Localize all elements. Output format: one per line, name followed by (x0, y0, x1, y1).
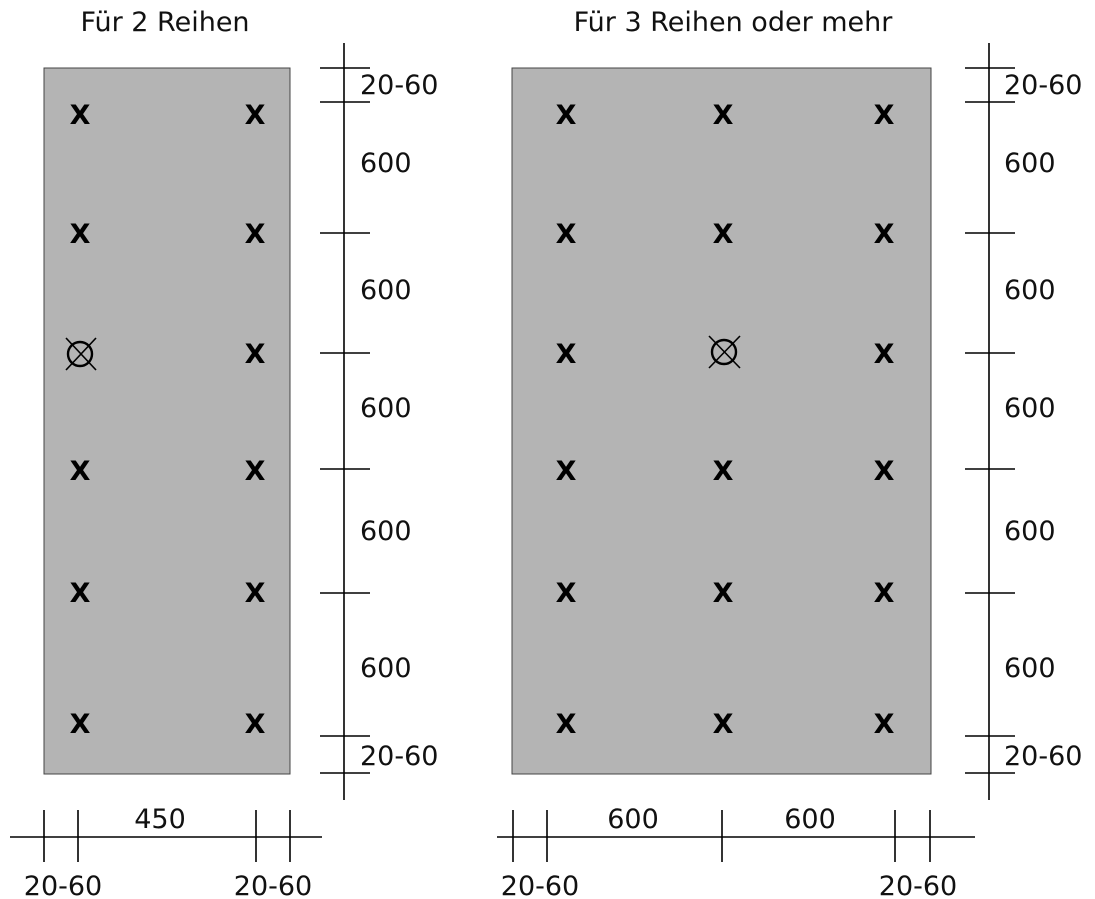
fastener-mark: X (713, 709, 734, 740)
diagram-title: Für 2 Reihen (80, 7, 249, 38)
vertical-dimension: 20-60 600 600 600 600 600 20-60 (320, 43, 438, 800)
mounting-panel (511, 67, 932, 775)
dimension-label-row-gap: 600 (360, 148, 412, 179)
fastener-mark: X (556, 709, 577, 740)
fastener-mark: X (713, 456, 734, 487)
dimension-label-right-edge: 20-60 (234, 871, 312, 899)
fastener-mark: X (874, 219, 895, 250)
dimension-label-col-gap: 600 (784, 804, 836, 835)
fastener-mark: X (245, 456, 266, 487)
circle-cross-icon (708, 335, 741, 369)
dimension-label-bottom-edge: 20-60 (1004, 741, 1082, 772)
fastener-mark: X (713, 100, 734, 131)
circle-cross-icon (65, 337, 97, 371)
fastener-mark: X (713, 578, 734, 609)
horizontal-dimension: 600 600 20-60 20-60 (497, 804, 975, 899)
fastener-mark: X (245, 100, 266, 131)
dimension-label-row-gap: 600 (1004, 275, 1056, 306)
dimension-label-left-edge: 20-60 (501, 871, 579, 899)
fastener-mark: X (556, 339, 577, 370)
fastener-mark: X (245, 339, 266, 370)
dimension-label-right-edge: 20-60 (879, 871, 957, 899)
fastener-mark: X (556, 578, 577, 609)
dimension-label-row-gap: 600 (1004, 516, 1056, 547)
dimension-label-col-gap: 600 (607, 804, 659, 835)
fastener-mark: X (874, 339, 895, 370)
fastener-marks: X X X X X X X X X X X (70, 100, 266, 740)
fastener-mark: X (245, 219, 266, 250)
diagram-title: Für 3 Reihen oder mehr (574, 7, 894, 38)
dimension-label-row-gap: 600 (360, 653, 412, 684)
fastener-mark: X (874, 578, 895, 609)
diagram-three-rows: Für 3 Reihen oder mehr X X X X X X X X X… (497, 7, 1082, 899)
vertical-dimension: 20-60 600 600 600 600 600 20-60 (965, 43, 1082, 800)
fastener-mark: X (556, 456, 577, 487)
dimension-label-row-gap: 600 (360, 516, 412, 547)
fastener-mark: X (70, 219, 91, 250)
fastener-mark: X (874, 456, 895, 487)
dimension-label-col-gap: 450 (134, 804, 186, 835)
fastener-mark: X (556, 219, 577, 250)
dimension-label-bottom-edge: 20-60 (360, 741, 438, 772)
fastener-mark: X (874, 100, 895, 131)
dimension-label-row-gap: 600 (360, 393, 412, 424)
fastener-mark: X (70, 100, 91, 131)
fastener-mark: X (874, 709, 895, 740)
horizontal-dimension: 450 20-60 20-60 (10, 804, 322, 899)
dimension-label-row-gap: 600 (360, 275, 412, 306)
dimension-label-row-gap: 600 (1004, 653, 1056, 684)
dimension-label-row-gap: 600 (1004, 148, 1056, 179)
dimension-label-row-gap: 600 (1004, 393, 1056, 424)
mounting-panel (43, 67, 291, 775)
diagram-two-rows: Für 2 Reihen X X X X X X X X X X X (10, 7, 438, 899)
dimension-label-top-edge: 20-60 (360, 70, 438, 101)
dimension-label-left-edge: 20-60 (24, 871, 102, 899)
fastener-marks: X X X X X X X X X X X X X X X X X (556, 100, 895, 740)
fastener-mark: X (70, 456, 91, 487)
fastener-mark: X (556, 100, 577, 131)
fastener-mark: X (70, 709, 91, 740)
fastener-mark: X (245, 709, 266, 740)
dimension-label-top-edge: 20-60 (1004, 70, 1082, 101)
fastener-mark: X (713, 219, 734, 250)
fastener-mark: X (245, 578, 266, 609)
fastener-mark: X (70, 578, 91, 609)
